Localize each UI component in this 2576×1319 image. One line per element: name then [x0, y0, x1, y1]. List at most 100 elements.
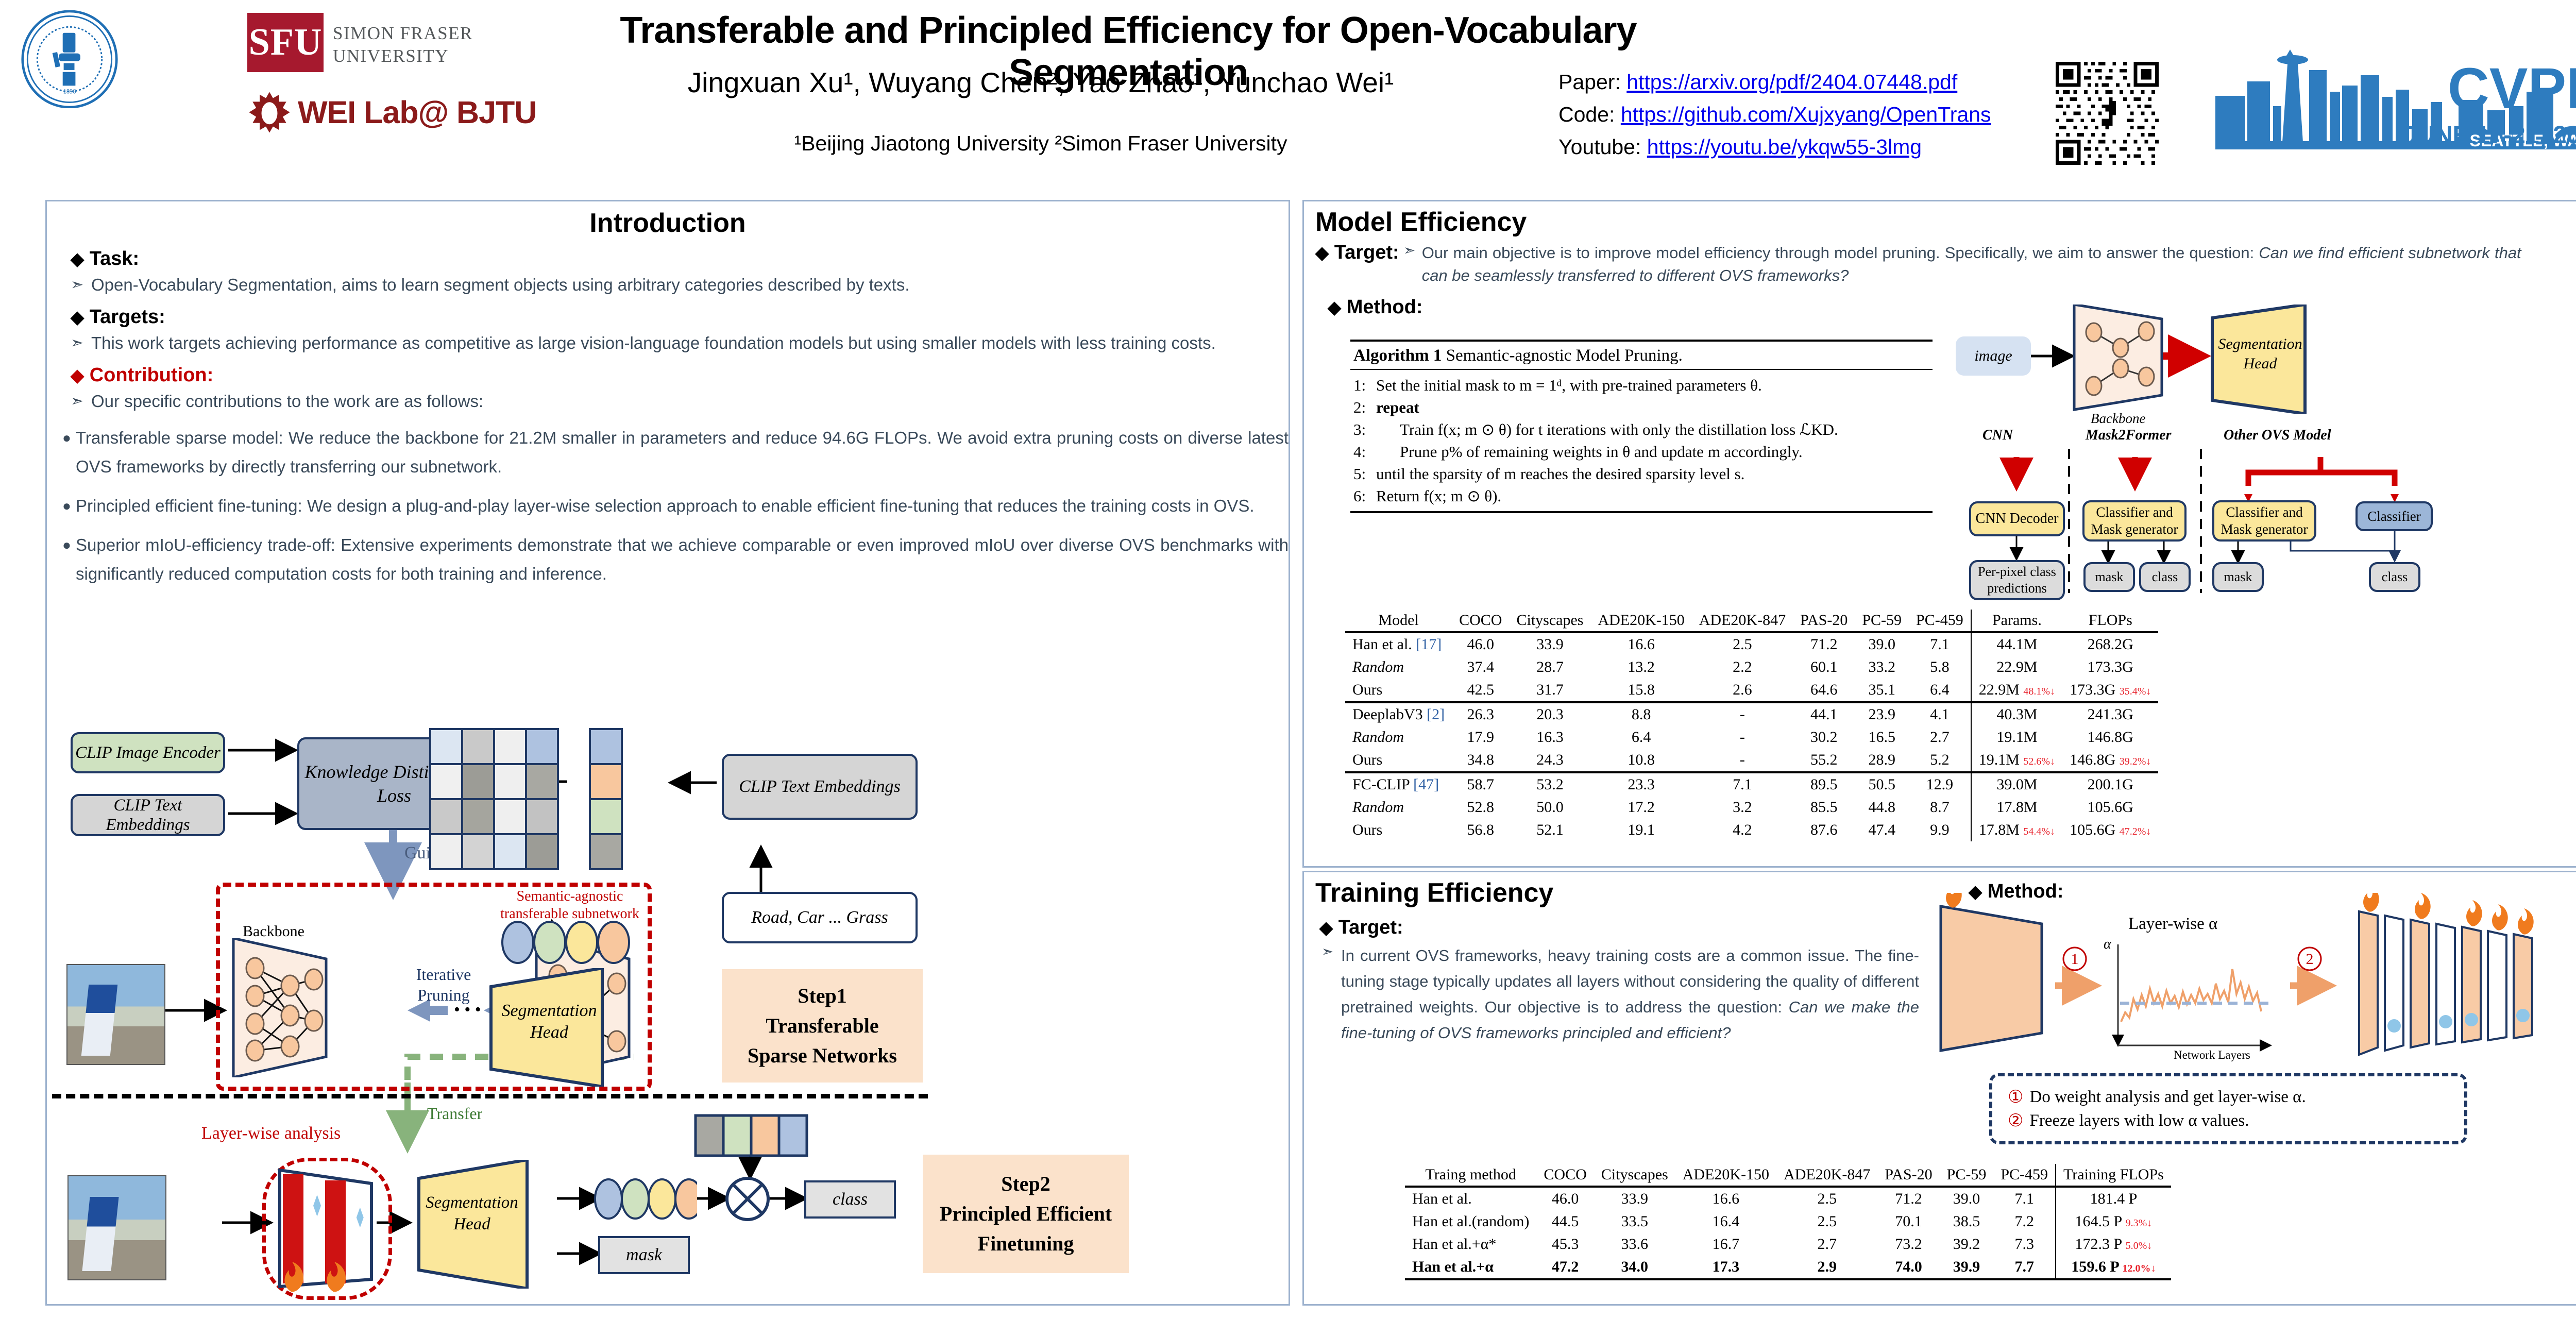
me-params: 17.8M	[1970, 796, 2063, 819]
me-target-text: Our main objective is to improve model e…	[1421, 244, 2259, 262]
step2-line-1: Step2	[1001, 1172, 1050, 1195]
me-cell: 24.3	[1536, 751, 1564, 768]
me-cell: 7.1	[1691, 771, 1793, 796]
me-cell: 64.6	[1810, 681, 1838, 698]
me-cell: 16.3	[1536, 729, 1564, 746]
me-col-4: ADE20K-847	[1699, 612, 1786, 629]
paper-link-row: Paper: https://arxiv.org/pdf/2404.07448.…	[1558, 66, 1991, 98]
targets-heading-label: Targets:	[89, 306, 165, 328]
sfu-mark: SFU	[247, 13, 324, 72]
algorithm-line-6: 6: Return f(x; m ⊙ θ).	[1350, 485, 1933, 507]
contribution-heading: ◆ Contribution:	[71, 364, 1289, 386]
clip-text-embeddings-label: CLIP Text Embeddings	[106, 796, 190, 834]
me-method-heading-label: Method:	[1346, 296, 1423, 318]
dot-bullet-icon: ●	[62, 498, 71, 514]
code-link[interactable]: https://github.com/Xujxyang/OpenTrans	[1620, 103, 1991, 126]
algorithm-box: Algorithm 1 Semantic-agnostic Model Prun…	[1350, 340, 1933, 513]
classifier-mask-generator-1-label: Classifier and Mask generator	[2091, 504, 2178, 537]
svg-text:2: 2	[2306, 951, 2314, 968]
table-row: Random 17.9 16.3 6.4 - 30.2 16.5 2.7 19.1M 146.8G	[1345, 726, 2158, 749]
mask-output-2-label: mask	[2095, 569, 2124, 584]
me-flops: 173.3G	[2087, 658, 2133, 675]
table-row: FC-CLIP [47] 58.7 53.2 23.3 7.1 89.5 50.5 12.9 3…	[1345, 771, 2159, 796]
table-row: Han et al. [17] 46.0 33.9 16.6 2.5 71.2 39.0 7.…	[1345, 631, 2159, 656]
input-image-thumbnail-2	[67, 1175, 166, 1280]
cvpr-logo: SEATTLE, WA CVPR JUNE 17-21, 2024	[2215, 49, 2576, 150]
gear-icon	[249, 92, 290, 133]
input-image-thumbnail	[66, 964, 165, 1065]
query-tokens-row-2	[594, 1178, 697, 1220]
table-row: Han et al.+α* 45.3 33.6 16.7 2.7 73.2 39.2 7.3 1…	[1405, 1233, 2171, 1256]
me-cell: 20.3	[1509, 701, 1591, 726]
me-cell: 55.2	[1810, 751, 1838, 768]
me-target-question: Can we find efficient subnetwork that ca…	[1421, 244, 2521, 284]
te-cell: 34.0	[1594, 1256, 1675, 1280]
per-pixel-predictions-box: Per-pixel class predictions	[1969, 560, 2065, 600]
backbone-diagram-label: Backbone	[2091, 411, 2146, 426]
te-cell: 47.2	[1536, 1256, 1594, 1280]
affiliation-list: ¹Beijing Jiaotong University ²Simon Fras…	[794, 131, 1287, 155]
backbone-dense-network	[232, 938, 328, 1077]
te-cell: 7.3	[2014, 1236, 2034, 1253]
me-flops: 105.6G 47.2%↓	[2070, 821, 2151, 838]
pipeline-figure: CLIP Image Encoder CLIP Text Embeddings …	[47, 722, 1285, 1301]
me-cell: 23.9	[1855, 701, 1909, 726]
me-cell: 6.4	[1631, 729, 1651, 746]
qr-code-icon[interactable]	[2056, 62, 2159, 165]
contribution-item-3-text: Superior mIoU-efficiency trade-off: Exte…	[76, 535, 1289, 583]
clip-text-embeddings-box-2: CLIP Text Embeddings	[722, 754, 918, 820]
me-col-0: Model	[1378, 612, 1419, 629]
algorithm-line-3-number: 3:	[1353, 420, 1366, 438]
layer-stack-icon	[278, 1168, 374, 1292]
introduction-panel: Introduction ◆ Task: ➣ Open-Vocabulary S…	[45, 200, 1290, 1306]
me-cell: -	[1739, 729, 1745, 746]
mask-output-box-3: mask	[2212, 562, 2264, 592]
classifier-label: Classifier	[2367, 508, 2421, 524]
youtube-link[interactable]: https://youtu.be/ykqw55-3lmg	[1647, 135, 1922, 159]
flame-icon	[284, 1262, 346, 1292]
me-row-model: Random	[1352, 729, 1404, 746]
te-col-7: PC-459	[2001, 1166, 2048, 1183]
me-cell: 2.5	[1691, 631, 1793, 656]
algorithm-line-3-text: Train f(x; m ⊙ θ) for t iterations with …	[1400, 420, 1838, 438]
te-cell: 39.9	[1939, 1256, 1994, 1280]
step2-line-2: Principled Efficient	[939, 1202, 1112, 1225]
feature-map-grid	[429, 728, 559, 870]
classifier-box: Classifier	[2355, 501, 2433, 531]
te-cell: 38.5	[1953, 1213, 1980, 1230]
classifier-mask-generator-2-label: Classifier and Mask generator	[2221, 504, 2308, 537]
te-cell: 2.7	[1817, 1236, 1837, 1253]
method-note-2-text: Freeze layers with low α values.	[2029, 1111, 2249, 1130]
te-cell: 73.2	[1895, 1236, 1922, 1253]
step1-line-2: Transferable	[766, 1014, 879, 1037]
me-cell: 12.9	[1909, 771, 1971, 796]
me-params: 44.1M	[1970, 631, 2063, 656]
text-embedding-column	[589, 728, 623, 870]
contribution-item-1-text: Transferable sparse model: We reduce the…	[76, 428, 1289, 476]
table-row: Han et al. 46.0 33.9 16.6 2.5 71.2 39.0 7.1 181.…	[1405, 1186, 2171, 1210]
paper-link[interactable]: https://arxiv.org/pdf/2404.07448.pdf	[1626, 70, 1958, 94]
me-row-model: DeeplabV3 [2]	[1345, 701, 1452, 726]
te-col-8: Training FLOPs	[2055, 1164, 2171, 1187]
me-cell: 4.1	[1909, 701, 1971, 726]
training-efficiency-title: Training Efficiency	[1315, 878, 1554, 908]
te-cell: 17.3	[1675, 1256, 1777, 1280]
te-method-heading-label: Method:	[1987, 881, 2064, 902]
author-list: Jingxuan Xu¹, Wuyang Chen², Yao Zhao¹, Y…	[687, 66, 1394, 98]
algorithm-line-4-text: Prune p% of remaining weights in θ and u…	[1400, 443, 1803, 461]
class-output-box-2: class	[2139, 562, 2191, 592]
te-cell: 16.6	[1675, 1186, 1777, 1210]
me-flops: 173.3G 35.4%↓	[2070, 681, 2151, 698]
arrow-bullet-icon: ➣	[71, 393, 84, 410]
te-row-method: Han et al.(random)	[1412, 1213, 1530, 1230]
te-cell: 33.9	[1594, 1186, 1675, 1210]
me-cell: 8.8	[1590, 701, 1692, 726]
network-layers-axis-label: Network Layers	[2174, 1049, 2250, 1061]
task-bullet-text: Open-Vocabulary Segmentation, aims to le…	[91, 275, 910, 294]
query-tokens-row	[501, 921, 630, 964]
page-title: Transferable and Principled Efficiency f…	[620, 10, 1637, 93]
per-pixel-predictions-label: Per-pixel class predictions	[1978, 564, 2056, 596]
me-cell: 8.7	[1930, 799, 1950, 816]
me-cell: 44.8	[1868, 799, 1895, 816]
sfu-wordmark: SIMON FRASER UNIVERSITY	[333, 22, 473, 67]
